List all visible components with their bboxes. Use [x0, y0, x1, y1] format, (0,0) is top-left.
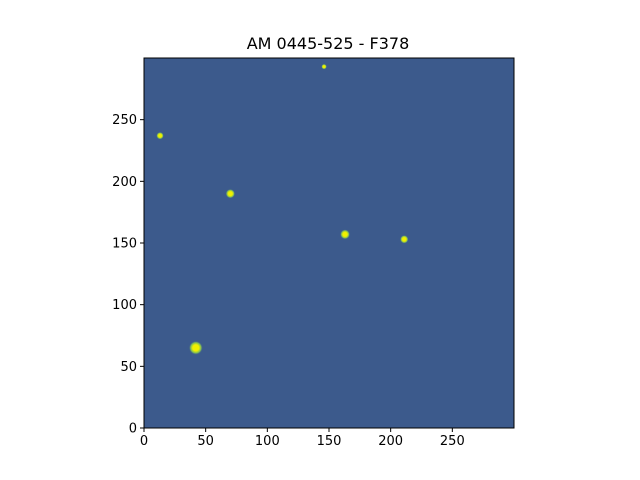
x-tick-label: 100	[255, 434, 280, 449]
x-axis: 0 50 100 150 200 250	[140, 428, 465, 449]
x-tick-label: 200	[378, 434, 403, 449]
x-tick-label: 50	[197, 434, 214, 449]
y-tick-label: 100	[112, 298, 137, 313]
sources-layer	[156, 63, 409, 355]
y-tick-label: 0	[129, 422, 137, 437]
x-tick-label: 0	[140, 434, 148, 449]
x-tick-label: 150	[317, 434, 342, 449]
star-source-1	[188, 340, 203, 355]
star-source-6	[321, 63, 327, 70]
x-tick-label: 250	[440, 434, 465, 449]
y-tick-label: 200	[112, 175, 137, 190]
y-tick-label: 50	[120, 360, 137, 375]
star-source-2	[225, 188, 236, 199]
y-tick-label: 150	[112, 237, 137, 252]
image-axes	[143, 57, 515, 429]
star-source-3	[340, 229, 351, 240]
y-axis: 0 50 100 150 200 250	[112, 113, 144, 437]
y-tick-label: 250	[112, 113, 137, 128]
star-source-5	[156, 131, 164, 140]
plot-title: AM 0445-525 - F378	[247, 34, 410, 53]
star-source-4	[399, 235, 409, 244]
image-background	[144, 58, 514, 428]
